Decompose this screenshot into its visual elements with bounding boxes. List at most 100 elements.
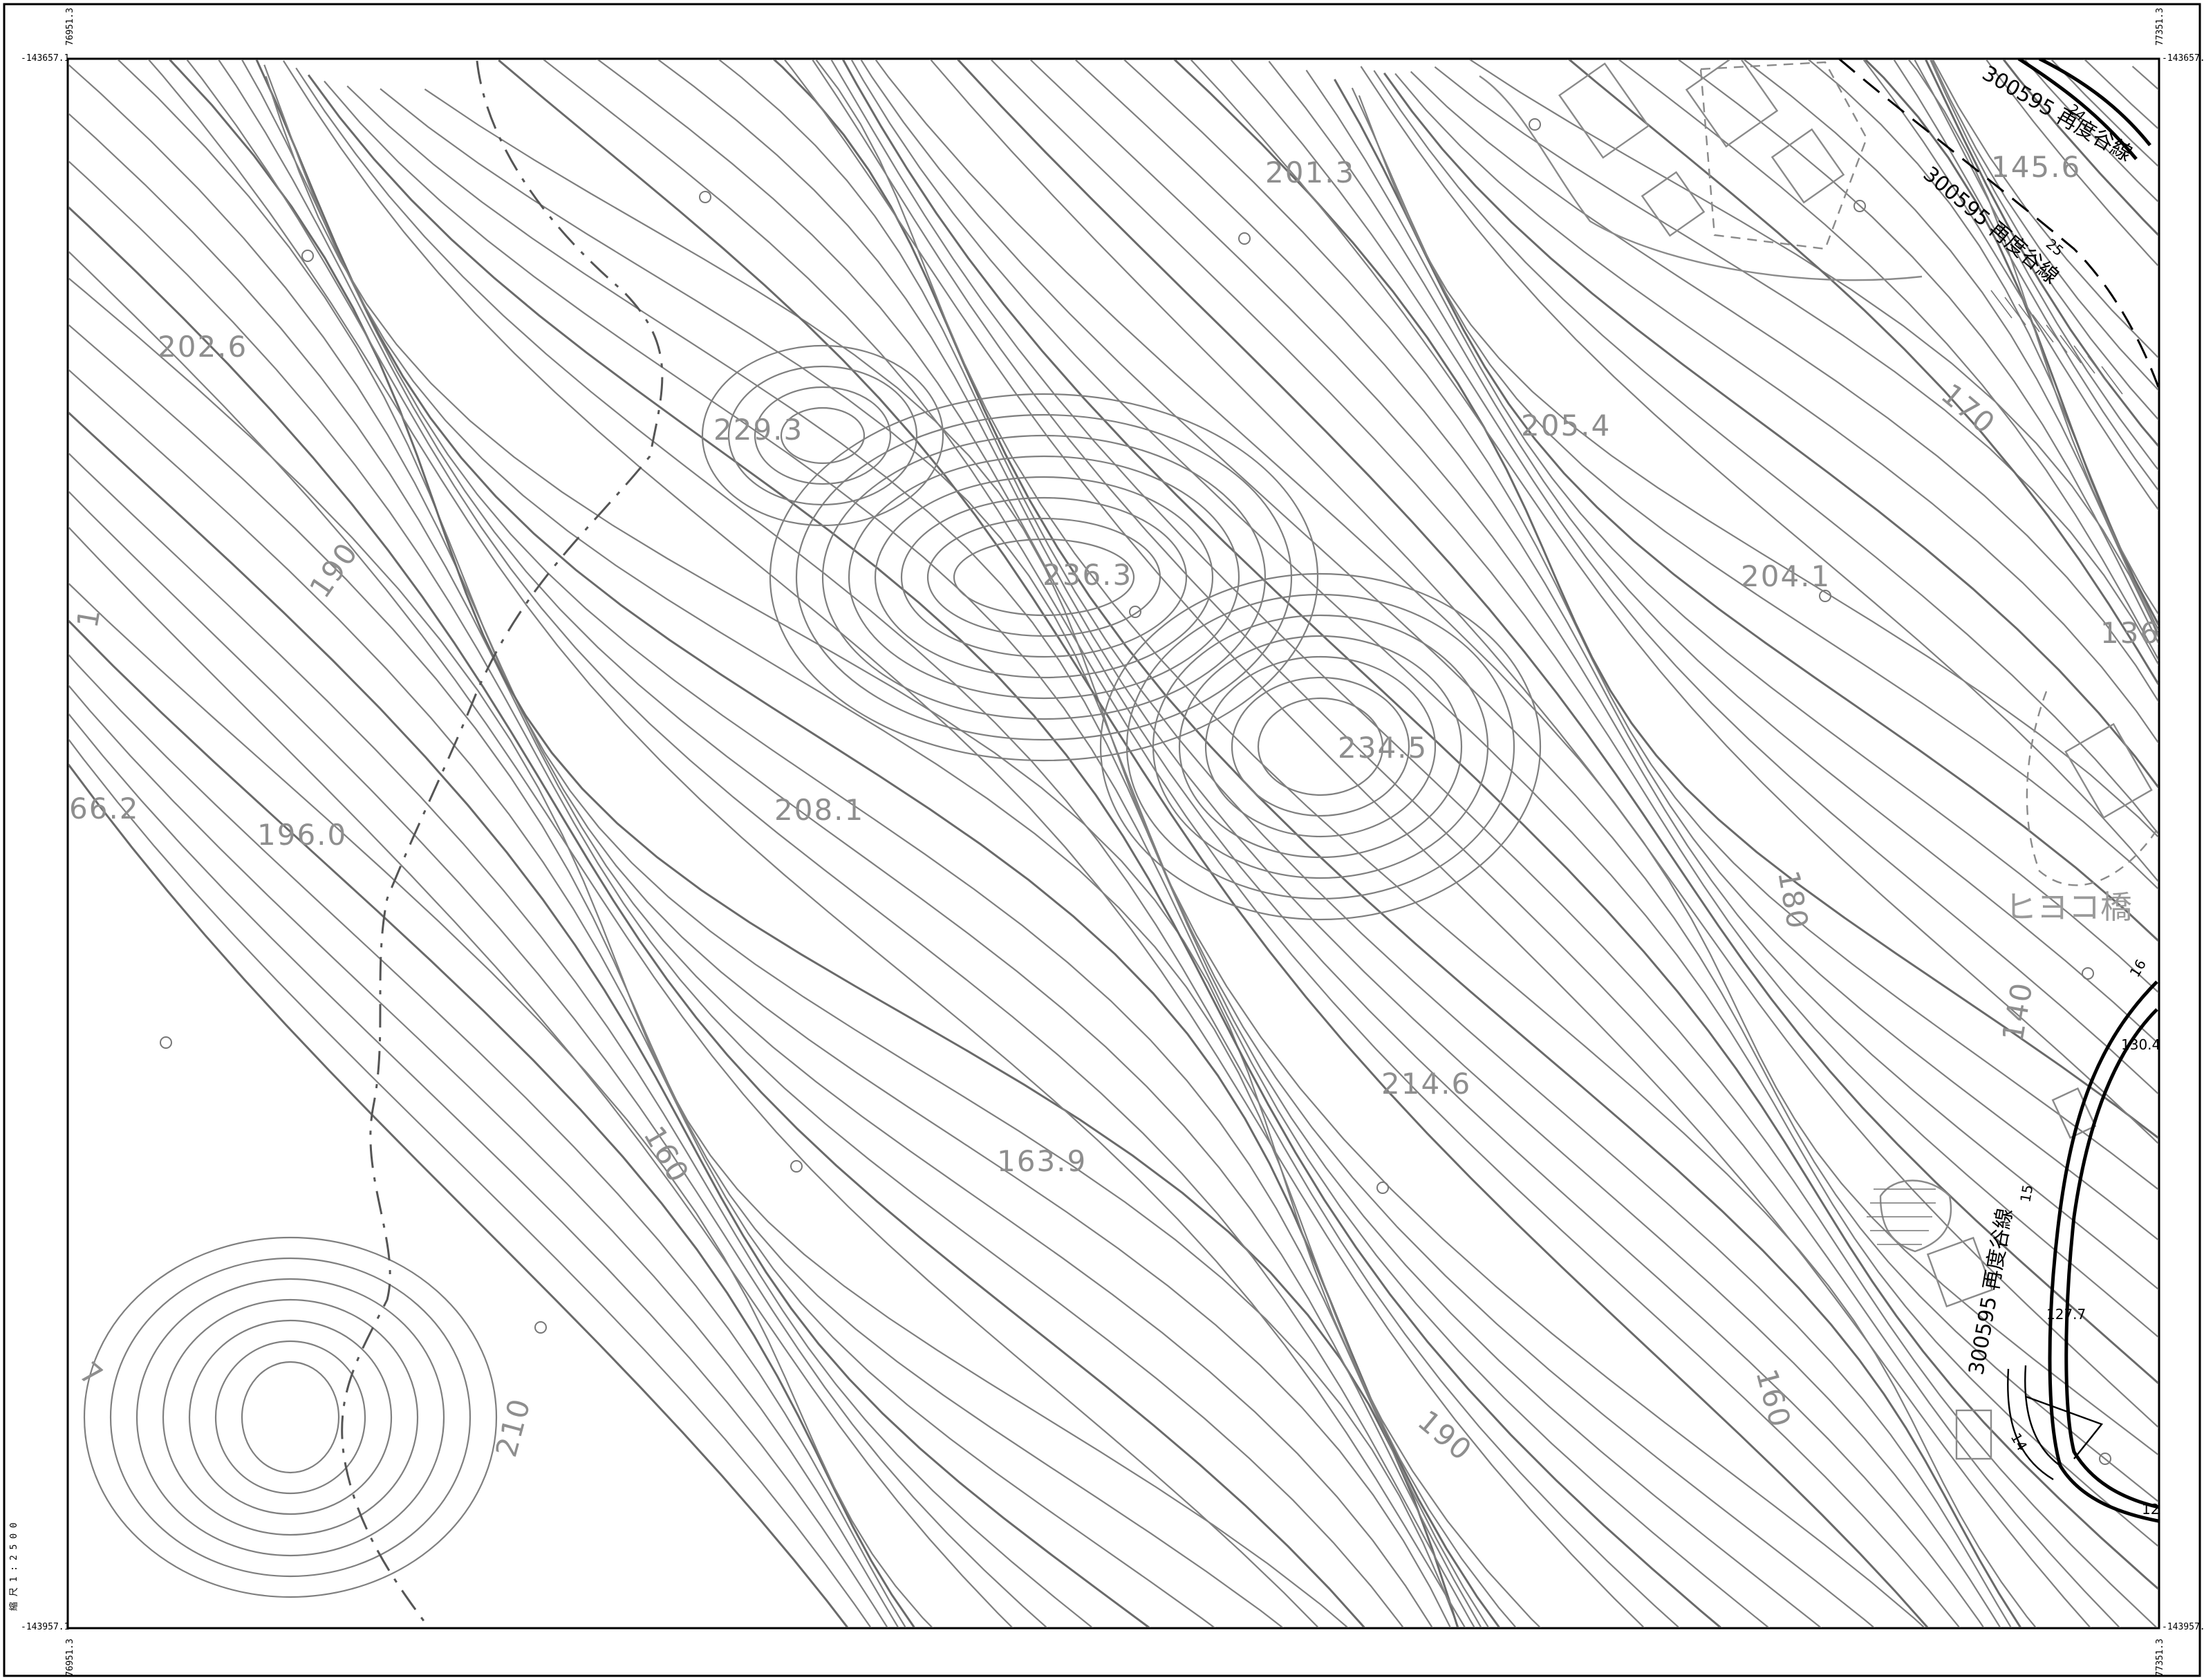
- contour-line: [1305, 69, 2158, 993]
- road-top-right-outer: [2038, 59, 2151, 147]
- contour-line: [1334, 78, 2158, 942]
- contour-label-140: 140: [1996, 979, 2039, 1043]
- contour-line: [1807, 59, 2158, 632]
- elevation-208-1: 208.1: [774, 793, 864, 827]
- hilltop-contour: [109, 1257, 471, 1578]
- elevation-145-6: 145.6: [1991, 150, 2081, 184]
- coord-top-right-x: 77351.3: [2155, 8, 2165, 46]
- contour-line: [498, 59, 1930, 1627]
- coord-bottom-left-y: -143957.1: [21, 1622, 69, 1632]
- place-name-hiyoko-bridge: ヒヨコ橋: [2005, 888, 2132, 926]
- contour-line: [1929, 59, 2158, 421]
- contour-line: [850, 59, 2158, 1548]
- contour-line: [1863, 59, 2158, 627]
- hilltop-contour: [953, 538, 1135, 617]
- contour-line: [217, 59, 1482, 1627]
- road-elevation-127-7: 127.7: [2046, 1306, 2086, 1323]
- contour-line: [116, 59, 1459, 1627]
- coord-top-right-y: -143657.1: [2162, 53, 2204, 64]
- elevation-214-6: 214.6: [1381, 1067, 1471, 1101]
- hatched-slope: [1867, 290, 2123, 1245]
- contour-line: [859, 59, 2158, 1503]
- coord-bottom-right-y: -143957.1: [2162, 1622, 2204, 1632]
- contour-line: [1394, 73, 2158, 745]
- hilltop-contour: [1178, 635, 1463, 859]
- buildings-top-right: [1479, 59, 1923, 281]
- contour-line: [1229, 59, 2158, 1095]
- contour-line: [324, 80, 1770, 1627]
- contour-label-180: 180: [1771, 868, 1815, 932]
- hilltop-contour: [780, 407, 866, 465]
- contour-label-160-right: 160: [1749, 1365, 1797, 1432]
- contour-line: [1358, 95, 2158, 839]
- hilltop-contour: [214, 1340, 366, 1495]
- contour-line: [1360, 66, 2158, 883]
- hilltop-contour: [727, 365, 918, 506]
- hilltop-contour: [701, 344, 944, 527]
- road-top-right-inner: [2017, 59, 2138, 160]
- hilltop-contour: [162, 1298, 419, 1536]
- elevation-66-2: 66.2: [69, 792, 140, 825]
- elevation-196-0: 196.0: [257, 818, 347, 852]
- coord-top-left-x: 76951.3: [65, 8, 75, 46]
- contour-line: [543, 59, 1961, 1627]
- contour-label-7: 7: [73, 1355, 111, 1394]
- elevation-201-3: 201.3: [1265, 156, 1355, 189]
- road-spur: [2025, 1395, 2103, 1459]
- contour-line: [1410, 71, 2158, 703]
- contour-line: [1924, 59, 2158, 448]
- contour-line: [68, 63, 1452, 1627]
- contour-line: [68, 582, 933, 1627]
- hilltop-contour: [1152, 614, 1489, 879]
- contour-line: [596, 59, 1985, 1627]
- contour-line: [830, 59, 2158, 1627]
- contour-line: [147, 59, 1466, 1627]
- road-right-inner: [2064, 1008, 2158, 1509]
- contour-line: [1567, 59, 2158, 687]
- road-mark-15: 15: [2017, 1184, 2036, 1204]
- contour-line: [346, 85, 1822, 1627]
- contour-line: [2192, 77, 2204, 1680]
- contour-line: [1677, 59, 2158, 645]
- contour-line: [68, 160, 1405, 1627]
- contour-line: [68, 525, 1014, 1627]
- contour-line: [717, 59, 2012, 1627]
- elevation-236-3: 236.3: [1043, 558, 1132, 592]
- coord-bottom-right-x: 77351.3: [2155, 1639, 2165, 1677]
- scale-note: 縮 尺 1 : 2 5 0 0: [8, 1522, 19, 1611]
- contour-line: [1074, 59, 2158, 1241]
- elevation-202-6: 202.6: [158, 330, 248, 364]
- contour-line: [1351, 87, 2158, 890]
- contour-line: [1123, 59, 2158, 1191]
- hilltop-contours: [83, 344, 1542, 1598]
- contour-line: [1383, 72, 2158, 790]
- contour-line: [841, 59, 2158, 1591]
- road-elevation-130-4: 130.4: [2121, 1036, 2160, 1053]
- hilltop-contour: [1257, 697, 1384, 796]
- hilltop-contour: [1126, 593, 1515, 900]
- hilltop-contour: [900, 496, 1188, 658]
- hilltop-contour: [926, 517, 1161, 637]
- hilltop-contour: [754, 386, 892, 485]
- contour-line: [2083, 59, 2158, 130]
- contour-line: [656, 59, 2001, 1627]
- hilltop-contour: [241, 1361, 340, 1474]
- contour-line: [283, 60, 1645, 1627]
- hilltop-contour: [874, 476, 1214, 679]
- elevation-204-1: 204.1: [1741, 559, 1831, 593]
- contour-line: [68, 250, 1320, 1627]
- elevation-205-4: 205.4: [1521, 409, 1611, 442]
- contour-label-1: 1: [71, 605, 107, 631]
- contour-line: [1434, 66, 2158, 666]
- hilltop-contour: [1204, 655, 1437, 838]
- route-label-bottom: 300595 再度谷線: [1964, 1206, 2017, 1376]
- contour-line: [68, 619, 916, 1627]
- road-branch-right: [2024, 1365, 2061, 1466]
- contour-line: [1173, 59, 2158, 1139]
- road-elevation-12: 12: [2142, 1501, 2159, 1518]
- contour-line: [989, 59, 2158, 1338]
- elevation-163-9: 163.9: [997, 1144, 1087, 1178]
